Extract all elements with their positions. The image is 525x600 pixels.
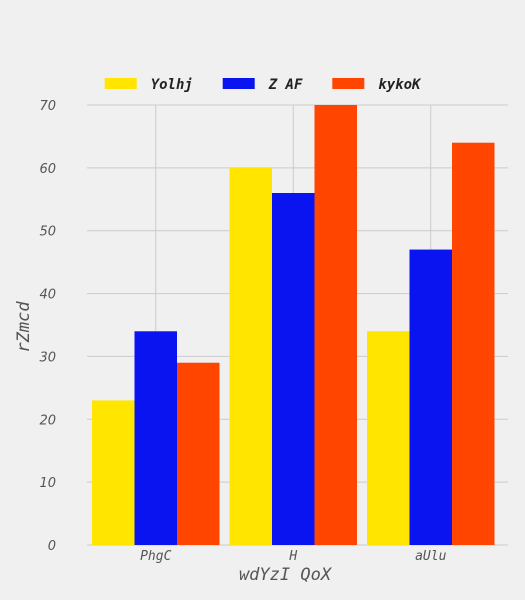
- bar: [367, 331, 410, 545]
- bar: [230, 168, 273, 545]
- bar: [315, 105, 358, 545]
- bar: [92, 400, 135, 545]
- x-tick-label: aUlu: [415, 549, 446, 564]
- legend-item: kykoK: [332, 77, 422, 93]
- y-tick-label: 10: [39, 476, 56, 491]
- bar: [452, 143, 495, 545]
- bar: [272, 193, 315, 545]
- y-tick-label: 30: [39, 350, 56, 365]
- legend-label: kykoK: [378, 77, 422, 93]
- legend-swatch: [332, 78, 364, 89]
- legend-item: Z AF: [223, 77, 303, 93]
- x-tick-label: H: [288, 549, 297, 564]
- x-axis-label: wdYzI QoX: [239, 565, 333, 585]
- y-tick-label: 60: [39, 162, 56, 177]
- y-axis-label: rZmcd: [14, 301, 34, 353]
- y-tick-label: 20: [39, 413, 56, 428]
- legend: Yolhj Z AF kykoK: [105, 77, 422, 93]
- legend-swatch: [223, 78, 255, 89]
- x-tick-label: PhgC: [140, 549, 171, 564]
- legend-label: Yolhj: [151, 77, 193, 93]
- bar: [135, 331, 178, 545]
- y-tick-label: 50: [39, 225, 56, 240]
- y-axis-ticks: 0 10 20 30 40 50 60 70: [39, 99, 56, 554]
- y-tick-label: 70: [39, 99, 56, 114]
- bar: [177, 363, 220, 545]
- legend-swatch: [105, 78, 137, 89]
- bar: [410, 250, 453, 545]
- y-tick-label: 40: [39, 288, 56, 303]
- legend-item: Yolhj: [105, 77, 193, 93]
- legend-label: Z AF: [268, 77, 303, 93]
- y-tick-label: 0: [48, 539, 56, 554]
